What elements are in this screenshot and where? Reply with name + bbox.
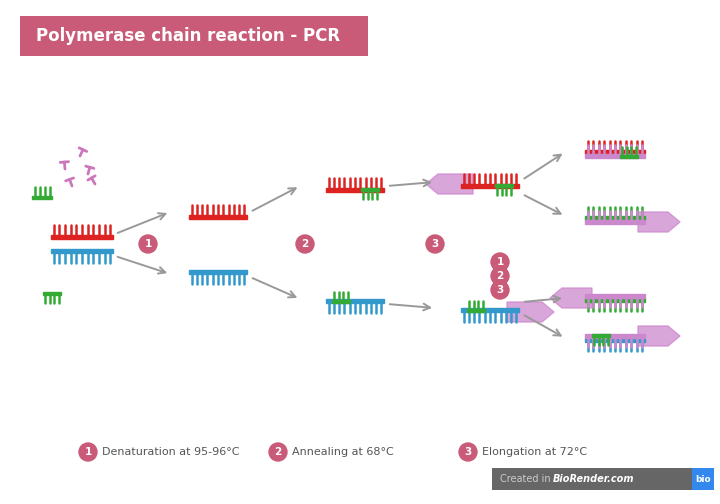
Polygon shape [361,188,379,191]
Circle shape [79,443,97,461]
Polygon shape [189,270,247,274]
Polygon shape [585,150,645,154]
Polygon shape [326,188,384,192]
Circle shape [459,443,477,461]
Text: 3: 3 [464,447,472,457]
Polygon shape [189,215,247,219]
Text: 1: 1 [496,257,503,267]
Polygon shape [43,292,61,295]
Polygon shape [585,216,645,220]
Circle shape [269,443,287,461]
Polygon shape [426,174,473,194]
Text: Created in: Created in [500,474,554,484]
Circle shape [139,235,157,253]
FancyBboxPatch shape [20,16,368,56]
Text: Elongation at 72°C: Elongation at 72°C [482,447,587,457]
Text: 1: 1 [145,239,152,249]
Circle shape [426,235,444,253]
Circle shape [491,267,509,285]
Text: 1: 1 [84,447,91,457]
Polygon shape [467,309,485,312]
Polygon shape [620,155,638,158]
Polygon shape [592,334,610,337]
Polygon shape [585,294,645,298]
Text: Denaturation at 95-96°C: Denaturation at 95-96°C [102,447,240,457]
Polygon shape [585,334,645,338]
Circle shape [491,281,509,299]
Polygon shape [326,299,384,303]
Polygon shape [495,184,513,187]
Text: Polymerase chain reaction - PCR: Polymerase chain reaction - PCR [36,27,340,45]
Polygon shape [585,154,645,158]
FancyBboxPatch shape [492,468,692,490]
Text: 3: 3 [496,285,503,295]
Text: 2: 2 [302,239,309,249]
Polygon shape [507,302,554,322]
Polygon shape [585,220,645,224]
Polygon shape [638,326,680,346]
Polygon shape [585,298,645,302]
Text: bio: bio [696,474,711,483]
Polygon shape [550,288,592,308]
Polygon shape [461,308,519,312]
Polygon shape [585,338,645,342]
Text: 3: 3 [431,239,438,249]
Circle shape [296,235,314,253]
Polygon shape [332,300,350,303]
FancyBboxPatch shape [692,468,714,490]
Polygon shape [51,249,113,253]
Circle shape [491,253,509,271]
Polygon shape [638,212,680,232]
Text: 2: 2 [274,447,282,457]
Polygon shape [32,196,52,199]
Text: 2: 2 [496,271,503,281]
Polygon shape [461,184,519,188]
Text: BioRender.com: BioRender.com [553,474,634,484]
Text: Annealing at 68°C: Annealing at 68°C [292,447,394,457]
Polygon shape [51,235,113,239]
